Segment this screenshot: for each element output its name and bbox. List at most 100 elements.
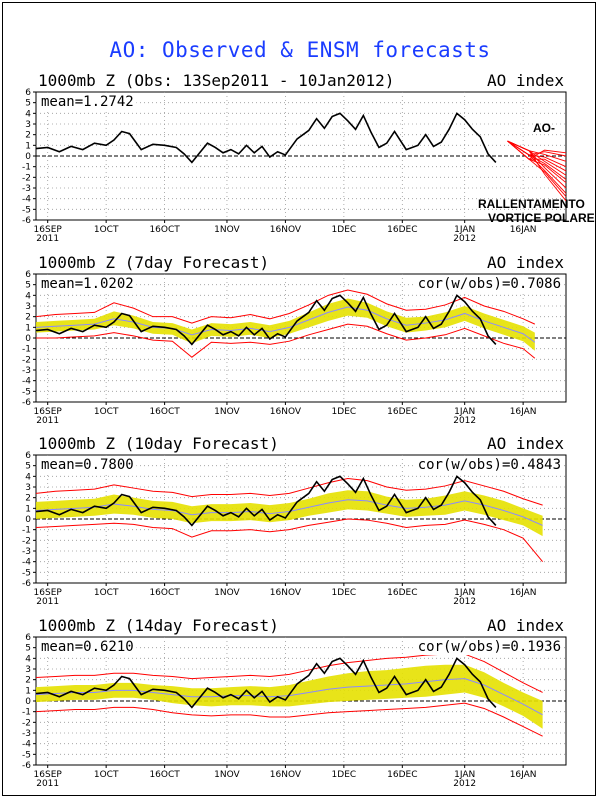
panel-title: 1000mb Z (10day Forecast) (38, 434, 279, 453)
y-tick-label: -4 (22, 377, 31, 387)
x-tick-label: 16JAN (510, 588, 537, 598)
forecast-member-line (507, 140, 567, 184)
x-tick-label: 1JAN (454, 588, 475, 598)
x-tick-label: 1OCT (94, 225, 119, 235)
forecast-member-line (507, 140, 567, 157)
x-tick-year: 2011 (36, 234, 59, 244)
y-tick-label: 3 (25, 120, 31, 130)
x-tick-label: 1JAN (454, 407, 475, 417)
forecast-upper-envelope (35, 289, 536, 325)
x-tick-label: 1OCT (94, 407, 119, 417)
y-tick-label: -2 (22, 355, 31, 365)
x-tick-label: 1DEC (332, 770, 357, 780)
y-tick-label: 2 (25, 676, 31, 686)
y-tick-label: 0 (25, 334, 31, 344)
index-label: AO index (487, 71, 564, 90)
x-tick-label: 1JAN (454, 225, 475, 235)
y-tick-label: 1 (25, 323, 31, 333)
x-tick-label: 1DEC (332, 588, 357, 598)
x-tick-year: 2012 (453, 779, 476, 789)
correlation-stat: cor(w/obs)=0.4843 (418, 457, 561, 473)
forecast-member-line (507, 140, 567, 202)
y-tick-label: 6 (25, 88, 31, 98)
mean-stat: mean=1.0202 (41, 276, 134, 292)
y-tick-label: 6 (25, 451, 31, 461)
y-tick-label: 3 (25, 665, 31, 675)
x-tick-label: 1DEC (332, 225, 357, 235)
x-tick-label: 16SEP (34, 588, 63, 598)
y-tick-label: 2 (25, 313, 31, 323)
ensemble-spread-band (36, 298, 535, 351)
chart-panel-2: 1000mb Z (7day Forecast) AO index6543210-… (22, 253, 567, 426)
x-tick-label: 16DEC (387, 225, 417, 235)
x-tick-label: 16JAN (510, 770, 537, 780)
y-tick-label: -3 (22, 184, 31, 194)
forecast-member-line (507, 140, 567, 162)
y-tick-label: 2 (25, 494, 31, 504)
stat-box (38, 639, 137, 655)
x-tick-label: 16JAN (510, 225, 537, 235)
chart-panel-3: 1000mb Z (10day Forecast) AO index 6543210… (22, 434, 567, 607)
y-tick-label: -5 (22, 750, 31, 760)
y-tick-label: -6 (22, 398, 31, 408)
mean-stat: mean=0.6210 (41, 639, 134, 655)
observed-series-line (35, 657, 497, 709)
mean-stat: mean=1.2742 (41, 94, 134, 110)
y-tick-label: -2 (22, 173, 31, 183)
stat-box (38, 457, 137, 473)
y-tick-label: 5 (25, 462, 31, 472)
x-tick-label: 16NOV (270, 407, 302, 417)
corr-box (415, 639, 564, 655)
y-tick-label: 4 (25, 109, 31, 119)
y-tick-label: -4 (22, 740, 31, 750)
forecast-lower-envelope (35, 518, 544, 562)
x-tick-label: 16SEP (34, 407, 63, 417)
chart-panel-1: 1000mb Z (Obs: 13Sep2011 - 10Jan2012) AO … (22, 71, 595, 244)
mean-stat: mean=0.7800 (41, 457, 134, 473)
y-tick-label: 0 (25, 697, 31, 707)
y-tick-label: -5 (22, 205, 31, 215)
correlation-stat: cor(w/obs)=0.7086 (418, 276, 561, 292)
index-label: AO index (487, 253, 564, 272)
x-tick-year: 2011 (36, 779, 59, 789)
x-tick-label: 1NOV (214, 407, 240, 417)
x-tick-label: 16SEP (34, 225, 63, 235)
x-tick-label: 16DEC (387, 770, 417, 780)
x-tick-label: 1DEC (332, 407, 357, 417)
ensemble-spread-band (36, 664, 543, 729)
forecast-lower-envelope (35, 702, 543, 737)
observed-series-line (35, 112, 497, 164)
observed-series-line (35, 475, 497, 527)
x-tick-label: 1OCT (94, 588, 119, 598)
y-tick-label: -4 (22, 558, 31, 568)
y-tick-label: 5 (25, 644, 31, 654)
x-tick-label: 1NOV (214, 588, 240, 598)
annotation-vortice-polare: VORTICE POLARE (488, 211, 595, 225)
annotation-rallentamento: RALLENTAMENTO (478, 197, 585, 211)
annotation-ao-minus: AO- (533, 121, 555, 135)
y-tick-label: -1 (22, 708, 31, 718)
chart-panel-4: 1000mb Z (14day Forecast) AO index 6543210… (22, 616, 567, 789)
y-tick-label: 4 (25, 291, 31, 301)
corr-box (415, 457, 564, 473)
x-tick-label: 16NOV (270, 770, 302, 780)
x-tick-label: 1JAN (454, 770, 475, 780)
x-tick-label: 16JAN (510, 407, 537, 417)
y-tick-label: 5 (25, 281, 31, 291)
y-tick-label: -6 (22, 761, 31, 771)
stat-box (38, 276, 137, 292)
y-tick-label: -3 (22, 729, 31, 739)
y-tick-label: -1 (22, 163, 31, 173)
y-tick-label: -3 (22, 366, 31, 376)
x-tick-year: 2012 (453, 597, 476, 607)
y-tick-label: -5 (22, 568, 31, 578)
x-tick-year: 2011 (36, 597, 59, 607)
x-tick-label: 16SEP (34, 770, 63, 780)
y-tick-label: 0 (25, 152, 31, 162)
x-tick-label: 16NOV (270, 225, 302, 235)
y-tick-label: 6 (25, 633, 31, 643)
y-tick-label: 6 (25, 270, 31, 280)
forecast-mean-line (35, 306, 536, 343)
index-label: AO index (487, 434, 564, 453)
